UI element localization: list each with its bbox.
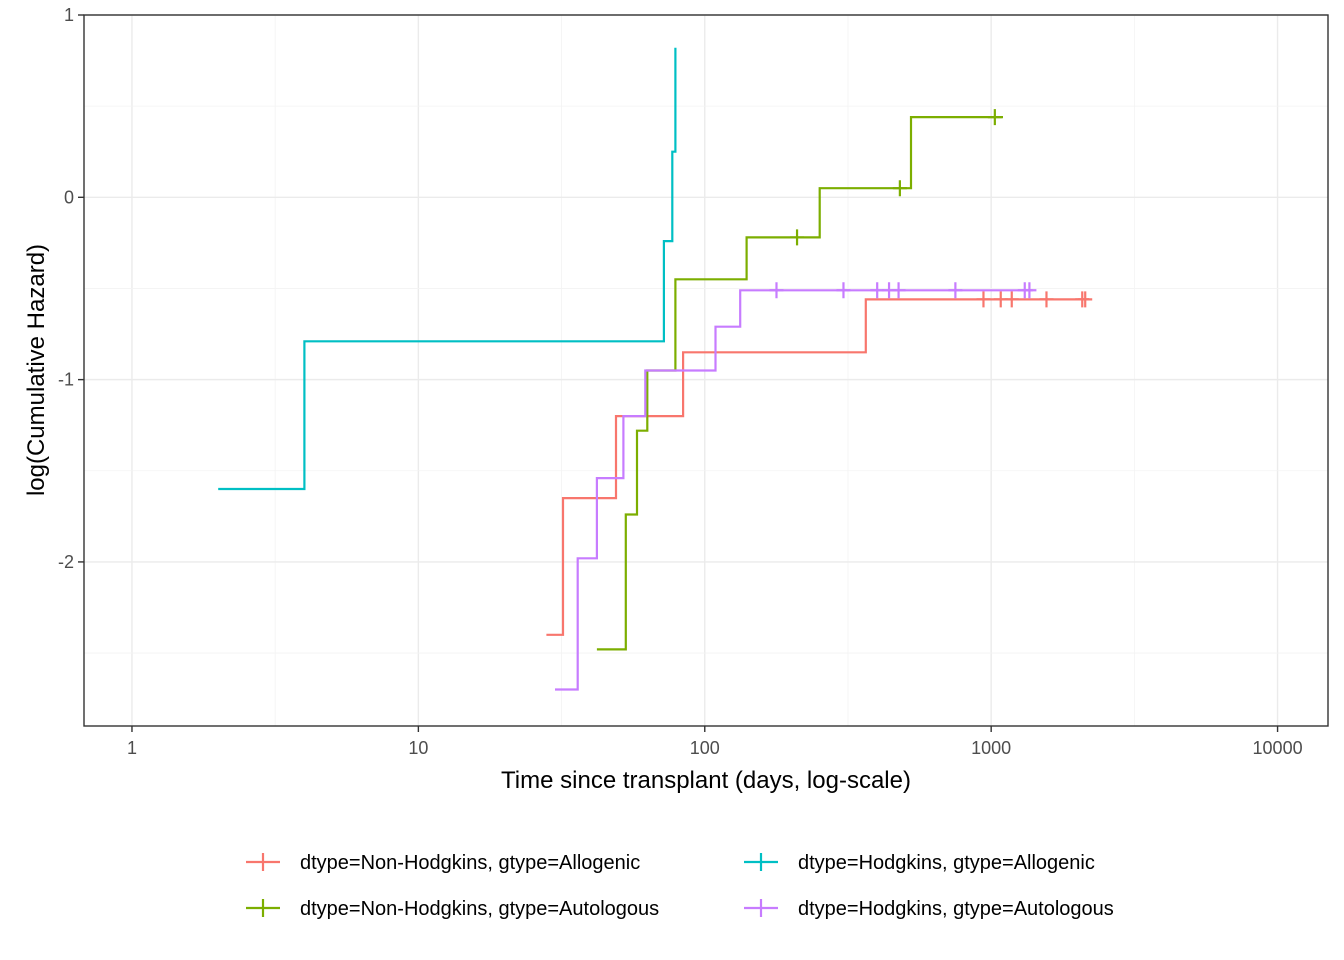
legend-label: dtype=Hodgkins, gtype=Autologous <box>798 898 1114 920</box>
y-tick-label: 1 <box>64 5 74 25</box>
x-tick-label: 1000 <box>971 738 1011 758</box>
censor-mark <box>1022 282 1037 299</box>
x-tick-label: 10000 <box>1253 738 1303 758</box>
y-axis-title: log(Cumulative Hazard) <box>23 244 50 496</box>
series-step-line <box>555 289 1033 691</box>
legend-item-2: dtype=Hodgkins, gtype=Allogenic <box>744 852 1095 874</box>
series-step-line <box>218 47 677 491</box>
legend-label: dtype=Non-Hodgkins, gtype=Autologous <box>300 898 659 920</box>
series-step-line <box>596 116 1003 651</box>
series-1 <box>596 109 1003 651</box>
y-axis-ticks: -2 -1 0 1 <box>58 5 84 572</box>
legend-item-3: dtype=Hodgkins, gtype=Autologous <box>744 898 1114 920</box>
legend: dtype=Non-Hodgkins, gtype=Allogenic dtype… <box>246 852 1114 920</box>
x-tick-label: 10 <box>408 738 428 758</box>
legend-item-1: dtype=Non-Hodgkins, gtype=Autologous <box>246 898 659 920</box>
legend-item-0: dtype=Non-Hodgkins, gtype=Allogenic <box>246 852 640 874</box>
panel-border <box>83 14 1329 727</box>
legend-key <box>744 853 778 871</box>
censor-mark <box>790 229 805 246</box>
censor-mark <box>948 282 963 299</box>
censor-mark <box>1004 291 1019 308</box>
censor-mark <box>987 109 1002 126</box>
x-axis-ticks: 1 10 100 1000 10000 <box>127 726 1303 758</box>
legend-label: dtype=Hodgkins, gtype=Allogenic <box>798 852 1095 874</box>
series-0 <box>546 291 1093 636</box>
series-lines <box>218 47 1093 691</box>
censor-mark <box>870 282 885 299</box>
censor-mark <box>1078 291 1093 308</box>
censor-mark <box>976 291 991 308</box>
x-tick-label: 1 <box>127 738 137 758</box>
series-3 <box>555 282 1037 691</box>
censor-mark <box>891 282 906 299</box>
legend-key <box>246 899 280 917</box>
censor-mark <box>1039 291 1054 308</box>
censor-mark <box>769 282 784 299</box>
y-tick-label: -2 <box>58 552 74 572</box>
legend-label: dtype=Non-Hodgkins, gtype=Allogenic <box>300 852 640 874</box>
legend-key <box>246 853 280 871</box>
series-step-line <box>546 298 1090 636</box>
censor-mark <box>836 282 851 299</box>
x-axis-title: Time since transplant (days, log-scale) <box>501 767 911 794</box>
x-tick-label: 100 <box>690 738 720 758</box>
censor-mark <box>892 180 907 197</box>
legend-key <box>744 899 778 917</box>
y-tick-label: -1 <box>58 370 74 390</box>
y-tick-label: 0 <box>64 187 74 207</box>
series-2 <box>218 47 677 491</box>
